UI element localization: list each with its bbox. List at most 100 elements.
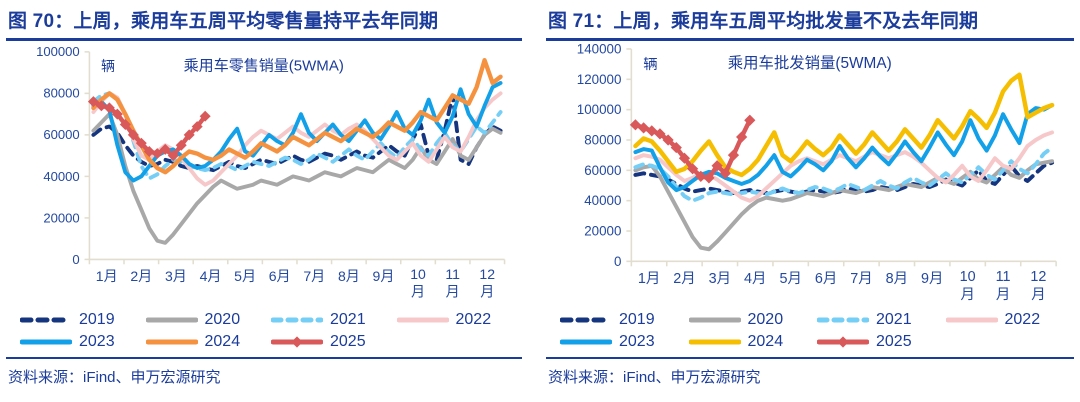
svg-text:9月: 9月: [921, 271, 943, 287]
svg-text:5月: 5月: [779, 271, 801, 287]
svg-text:月: 月: [1031, 287, 1045, 303]
legend-item-2023: 2023: [560, 333, 689, 351]
svg-text:10: 10: [960, 269, 976, 285]
svg-text:140000: 140000: [577, 43, 622, 56]
legend-item-2019: 2019: [20, 311, 146, 329]
legend-swatch-2022: [396, 317, 449, 323]
wholesale-chart-legend: 2019 2020 2021 2022 2023 2024 2025: [546, 309, 1074, 353]
legend-label: 2024: [204, 333, 241, 350]
legend-item-2023: 2023: [20, 333, 146, 351]
svg-text:5月: 5月: [234, 268, 256, 284]
legend-swatch-2019: [560, 317, 612, 323]
figure-70-title: 图 70：上周，乘用车五周平均零售量持平去年同期: [6, 5, 522, 41]
svg-text:月: 月: [960, 287, 974, 303]
series-2020: [633, 159, 1055, 252]
svg-text:7月: 7月: [303, 268, 325, 284]
legend-item-2025: 2025: [271, 333, 397, 351]
svg-text:9月: 9月: [373, 268, 395, 284]
svg-text:3月: 3月: [165, 268, 187, 284]
svg-text:1月: 1月: [96, 268, 118, 284]
figure-70-panel: 图 70：上周，乘用车五周平均零售量持平去年同期 0 20000 40000 6000…: [6, 5, 522, 387]
y-axis-labels: 0 20000 40000 60000 80000 100000: [36, 44, 80, 267]
legend-label: 2019: [619, 311, 655, 328]
svg-text:80000: 80000: [584, 132, 621, 147]
figure-70-source: 资料来源：iFind、申万宏源研究: [8, 369, 221, 386]
svg-text:2月: 2月: [673, 271, 695, 287]
svg-text:月: 月: [480, 283, 494, 299]
svg-text:4月: 4月: [744, 271, 766, 287]
series-2023: [633, 103, 1055, 193]
svg-text:月: 月: [996, 287, 1010, 303]
legend-label: 2022: [1004, 311, 1041, 328]
svg-text:12: 12: [479, 266, 495, 282]
axes: [626, 48, 1057, 267]
legend-swatch-2023: [20, 339, 72, 345]
svg-text:20000: 20000: [43, 210, 79, 225]
legend-item-2022: 2022: [396, 311, 523, 329]
legend-label: 2023: [619, 333, 655, 350]
chart-inner-title: 乘用车零售销量(5WMA): [184, 57, 344, 74]
legend-label: 2023: [79, 333, 115, 350]
legend-item-2024: 2024: [688, 333, 818, 351]
svg-text:40000: 40000: [43, 169, 79, 184]
legend-item-2024: 2024: [145, 333, 272, 351]
series-2024: [91, 58, 503, 175]
legend-swatch-2021: [817, 317, 869, 323]
legend-label: 2024: [747, 333, 784, 350]
figure-71-divider: [546, 357, 1074, 359]
legend-swatch-2020: [145, 317, 198, 323]
legend-swatch-2024: [145, 339, 198, 345]
legend-item-2019: 2019: [560, 311, 689, 329]
legend-item-2020: 2020: [688, 311, 818, 329]
svg-text:1月: 1月: [638, 271, 660, 287]
svg-text:120000: 120000: [577, 72, 622, 87]
series-2020: [91, 112, 503, 245]
legend-item-2020: 2020: [145, 311, 272, 329]
svg-text:60000: 60000: [43, 127, 79, 142]
figure-71-source: 资料来源：iFind、申万宏源研究: [548, 369, 761, 386]
svg-text:月: 月: [446, 283, 460, 299]
retail-line-chart-svg: 0 20000 40000 60000 80000 100000 1月 2月 3月 4月 5月 6月 7…: [36, 44, 506, 299]
legend-swatch-2022: [945, 317, 998, 323]
legend-swatch-2020: [688, 317, 741, 323]
svg-text:60000: 60000: [584, 163, 621, 178]
svg-text:40000: 40000: [584, 193, 621, 208]
svg-text:0: 0: [72, 252, 79, 267]
svg-text:100000: 100000: [577, 102, 622, 117]
figure-70-divider: [6, 357, 522, 359]
legend-label: 2020: [747, 311, 784, 328]
legend-swatch-2025: [271, 336, 323, 348]
svg-text:6月: 6月: [815, 271, 837, 287]
figure-71-title: 图 71：上周，乘用车五周平均批发量不及去年同期: [546, 5, 1074, 41]
legend-label: 2021: [330, 311, 366, 328]
retail-sales-chart: 0 20000 40000 60000 80000 100000 1月 2月 3月 4月 5月 6月 7…: [6, 43, 522, 309]
legend-label: 2025: [330, 333, 366, 350]
legend-swatch-2025: [817, 336, 869, 348]
retail-chart-legend: 2019 2020 2021 2022 2023 2024 2025: [6, 309, 522, 353]
legend-item-2021: 2021: [817, 311, 946, 329]
legend-swatch-2019: [20, 317, 72, 323]
legend-label: 2020: [204, 311, 241, 328]
svg-text:月: 月: [411, 283, 425, 299]
legend-item-2021: 2021: [271, 311, 397, 329]
unit-label: 辆: [101, 58, 115, 74]
axes: [84, 51, 506, 265]
svg-text:8月: 8月: [886, 271, 908, 287]
legend-label: 2021: [876, 311, 912, 328]
legend-item-2025: 2025: [817, 333, 946, 351]
chart-inner-title: 乘用车批发销量(5WMA): [728, 54, 892, 72]
legend-swatch-2023: [560, 339, 612, 345]
svg-text:20000: 20000: [584, 223, 621, 238]
svg-text:11: 11: [996, 269, 1011, 285]
legend-label: 2019: [79, 311, 115, 328]
svg-text:6月: 6月: [269, 268, 291, 284]
series-2021: [633, 145, 1055, 203]
legend-item-2022: 2022: [945, 311, 1075, 329]
y-axis-labels: 0 20000 40000 60000 80000 100000 120000 140000: [577, 43, 622, 269]
svg-text:8月: 8月: [338, 268, 360, 284]
svg-text:12: 12: [1030, 269, 1046, 285]
legend-label: 2025: [876, 333, 912, 350]
svg-text:7月: 7月: [850, 271, 872, 287]
series-2024: [633, 72, 1055, 178]
